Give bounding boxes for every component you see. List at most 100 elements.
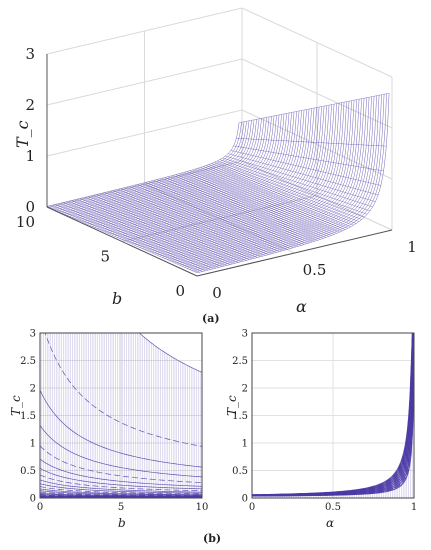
- surface-curve: [239, 93, 390, 123]
- y-tick-label: 2.5: [20, 356, 36, 367]
- series-line: [40, 445, 202, 483]
- surface-curve: [186, 171, 338, 234]
- surface-curve: [74, 199, 225, 267]
- z-axis-label-a: T_c: [13, 120, 32, 148]
- alpha-tick-label: 1: [407, 238, 417, 256]
- surface-curve: [162, 177, 313, 243]
- surface-curve: [88, 196, 239, 263]
- z-tick-label: 3: [25, 45, 35, 63]
- surface-curve: [170, 175, 321, 240]
- series-group: [252, 333, 414, 497]
- surface-curve: [142, 182, 294, 248]
- surface-curve: [153, 180, 305, 245]
- surface-curve: [60, 202, 211, 270]
- surface-curve: [112, 190, 263, 257]
- surface-curve: [203, 166, 354, 226]
- surface-curve: [217, 160, 368, 215]
- surface-curve: [82, 197, 233, 265]
- grid-line-z: [46, 7, 393, 78]
- surface-curve: [49, 205, 200, 273]
- series-line: [40, 474, 202, 492]
- b-tick-label: 10: [16, 213, 35, 231]
- surface-curve: [230, 150, 381, 186]
- surface-curve: [137, 184, 288, 250]
- surface-curve: [104, 192, 255, 259]
- line-plot-b-right: 0 0.5 1 0 0.5 1 1.5 2 2.5 3 α T_c: [225, 329, 417, 531]
- surface-curve: [71, 200, 222, 267]
- surface-curve: [233, 145, 384, 172]
- b-tick-label: 5: [100, 248, 110, 266]
- y-tick-label: 0: [30, 494, 36, 505]
- series-fill: [40, 333, 202, 498]
- plot-frame: [251, 332, 415, 499]
- surface-curve: [85, 196, 236, 264]
- x-tick-label: 0.5: [325, 502, 341, 513]
- surface-curve: [159, 178, 310, 244]
- series-line: [40, 425, 202, 478]
- surface-curve: [79, 198, 231, 265]
- surface-curve: [200, 167, 351, 227]
- alpha-tick-label: 0.5: [303, 261, 327, 279]
- x-tick-label: 0: [249, 502, 255, 513]
- x-tick-label: 1: [411, 502, 417, 513]
- y-tick-label: 2: [242, 384, 248, 395]
- x-axis-label-a: α: [296, 297, 307, 316]
- y-tick-label: 1.5: [20, 411, 36, 422]
- surface-curve: [126, 186, 277, 253]
- surface-curve: [140, 183, 291, 249]
- surface-curve: [175, 174, 327, 238]
- axis-alpha-edge: [196, 229, 393, 277]
- y-axis-label-b-right: T_c: [225, 395, 239, 416]
- surface-curve: [151, 180, 302, 246]
- surface-curve: [164, 177, 316, 242]
- surface-curve: [211, 163, 362, 220]
- surface-curve: [173, 175, 324, 239]
- y-tick-label: 1: [242, 439, 248, 450]
- grid-line-z: [46, 58, 393, 129]
- x-tick-label: 5: [118, 502, 124, 513]
- surface-curve: [134, 184, 285, 251]
- surface-curve: [46, 122, 240, 207]
- caption-a: (a): [202, 312, 220, 325]
- axis-b-edge: [46, 206, 198, 277]
- surface-curve: [156, 179, 307, 244]
- y-tick-label: 1.5: [232, 411, 248, 422]
- surface-curve: [66, 201, 217, 269]
- surface-curve: [46, 206, 198, 274]
- y-axis-label-a: b: [112, 289, 122, 308]
- surface-curve: [228, 153, 379, 196]
- series-line: [40, 483, 202, 494]
- series-line: [40, 488, 202, 495]
- surface-curve: [101, 192, 252, 260]
- b-tick-label: 0: [175, 282, 185, 300]
- series-b-right: [252, 333, 414, 498]
- series-line: [40, 467, 202, 490]
- y-tick-label: 0.5: [232, 466, 248, 477]
- y-tick-label: 3: [30, 329, 36, 340]
- series-group: [40, 333, 202, 498]
- surface-curve: [90, 195, 241, 263]
- surface-curve: [197, 168, 348, 229]
- y-tick-label: 0: [242, 494, 248, 505]
- surface-curve: [208, 164, 359, 222]
- surface-curve: [55, 204, 206, 272]
- series-fill: [252, 333, 414, 498]
- surface-curve: [222, 157, 373, 208]
- series-line: [252, 380, 414, 497]
- y-tick-label: 0.5: [20, 466, 36, 477]
- surface-curve: [192, 169, 343, 232]
- surface-curve: [167, 176, 318, 241]
- series-line: [40, 479, 202, 493]
- surface-curve: [93, 194, 244, 262]
- plot-frame: [39, 332, 203, 499]
- y-tick-label: 3: [242, 329, 248, 340]
- surface-curve: [77, 198, 228, 266]
- z-tick-label: 0: [25, 198, 35, 216]
- series-line: [40, 491, 202, 496]
- surface-curve: [184, 172, 335, 235]
- surface-curve: [99, 193, 250, 260]
- z-tick-label: 2: [25, 96, 35, 114]
- y-axis-label-b-left: T_c: [9, 395, 23, 416]
- series-line: [44, 333, 202, 447]
